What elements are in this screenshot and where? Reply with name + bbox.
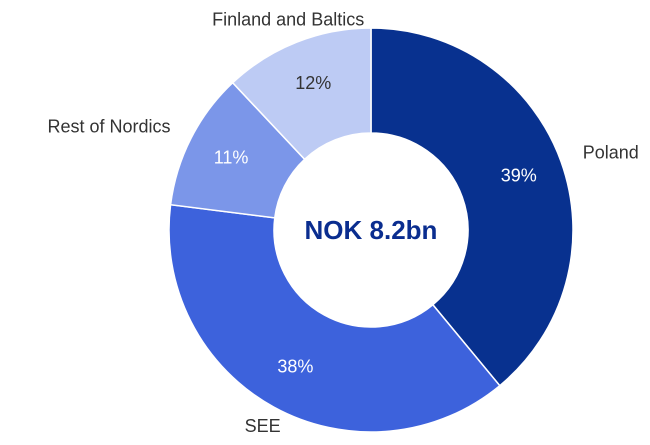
category-label: Rest of Nordics — [47, 117, 170, 137]
value-label: 11% — [214, 147, 249, 167]
category-label: Poland — [583, 143, 639, 163]
center-label: NOK 8.2bn — [305, 215, 438, 245]
category-label: SEE — [245, 416, 281, 436]
value-label: 38% — [277, 356, 313, 376]
category-label: Finland and Baltics — [212, 10, 364, 30]
donut-slice — [168, 203, 501, 433]
donut-slice — [231, 27, 372, 161]
value-label: 12% — [295, 73, 331, 93]
donut-slice — [370, 27, 574, 387]
value-label: 39% — [501, 166, 537, 186]
